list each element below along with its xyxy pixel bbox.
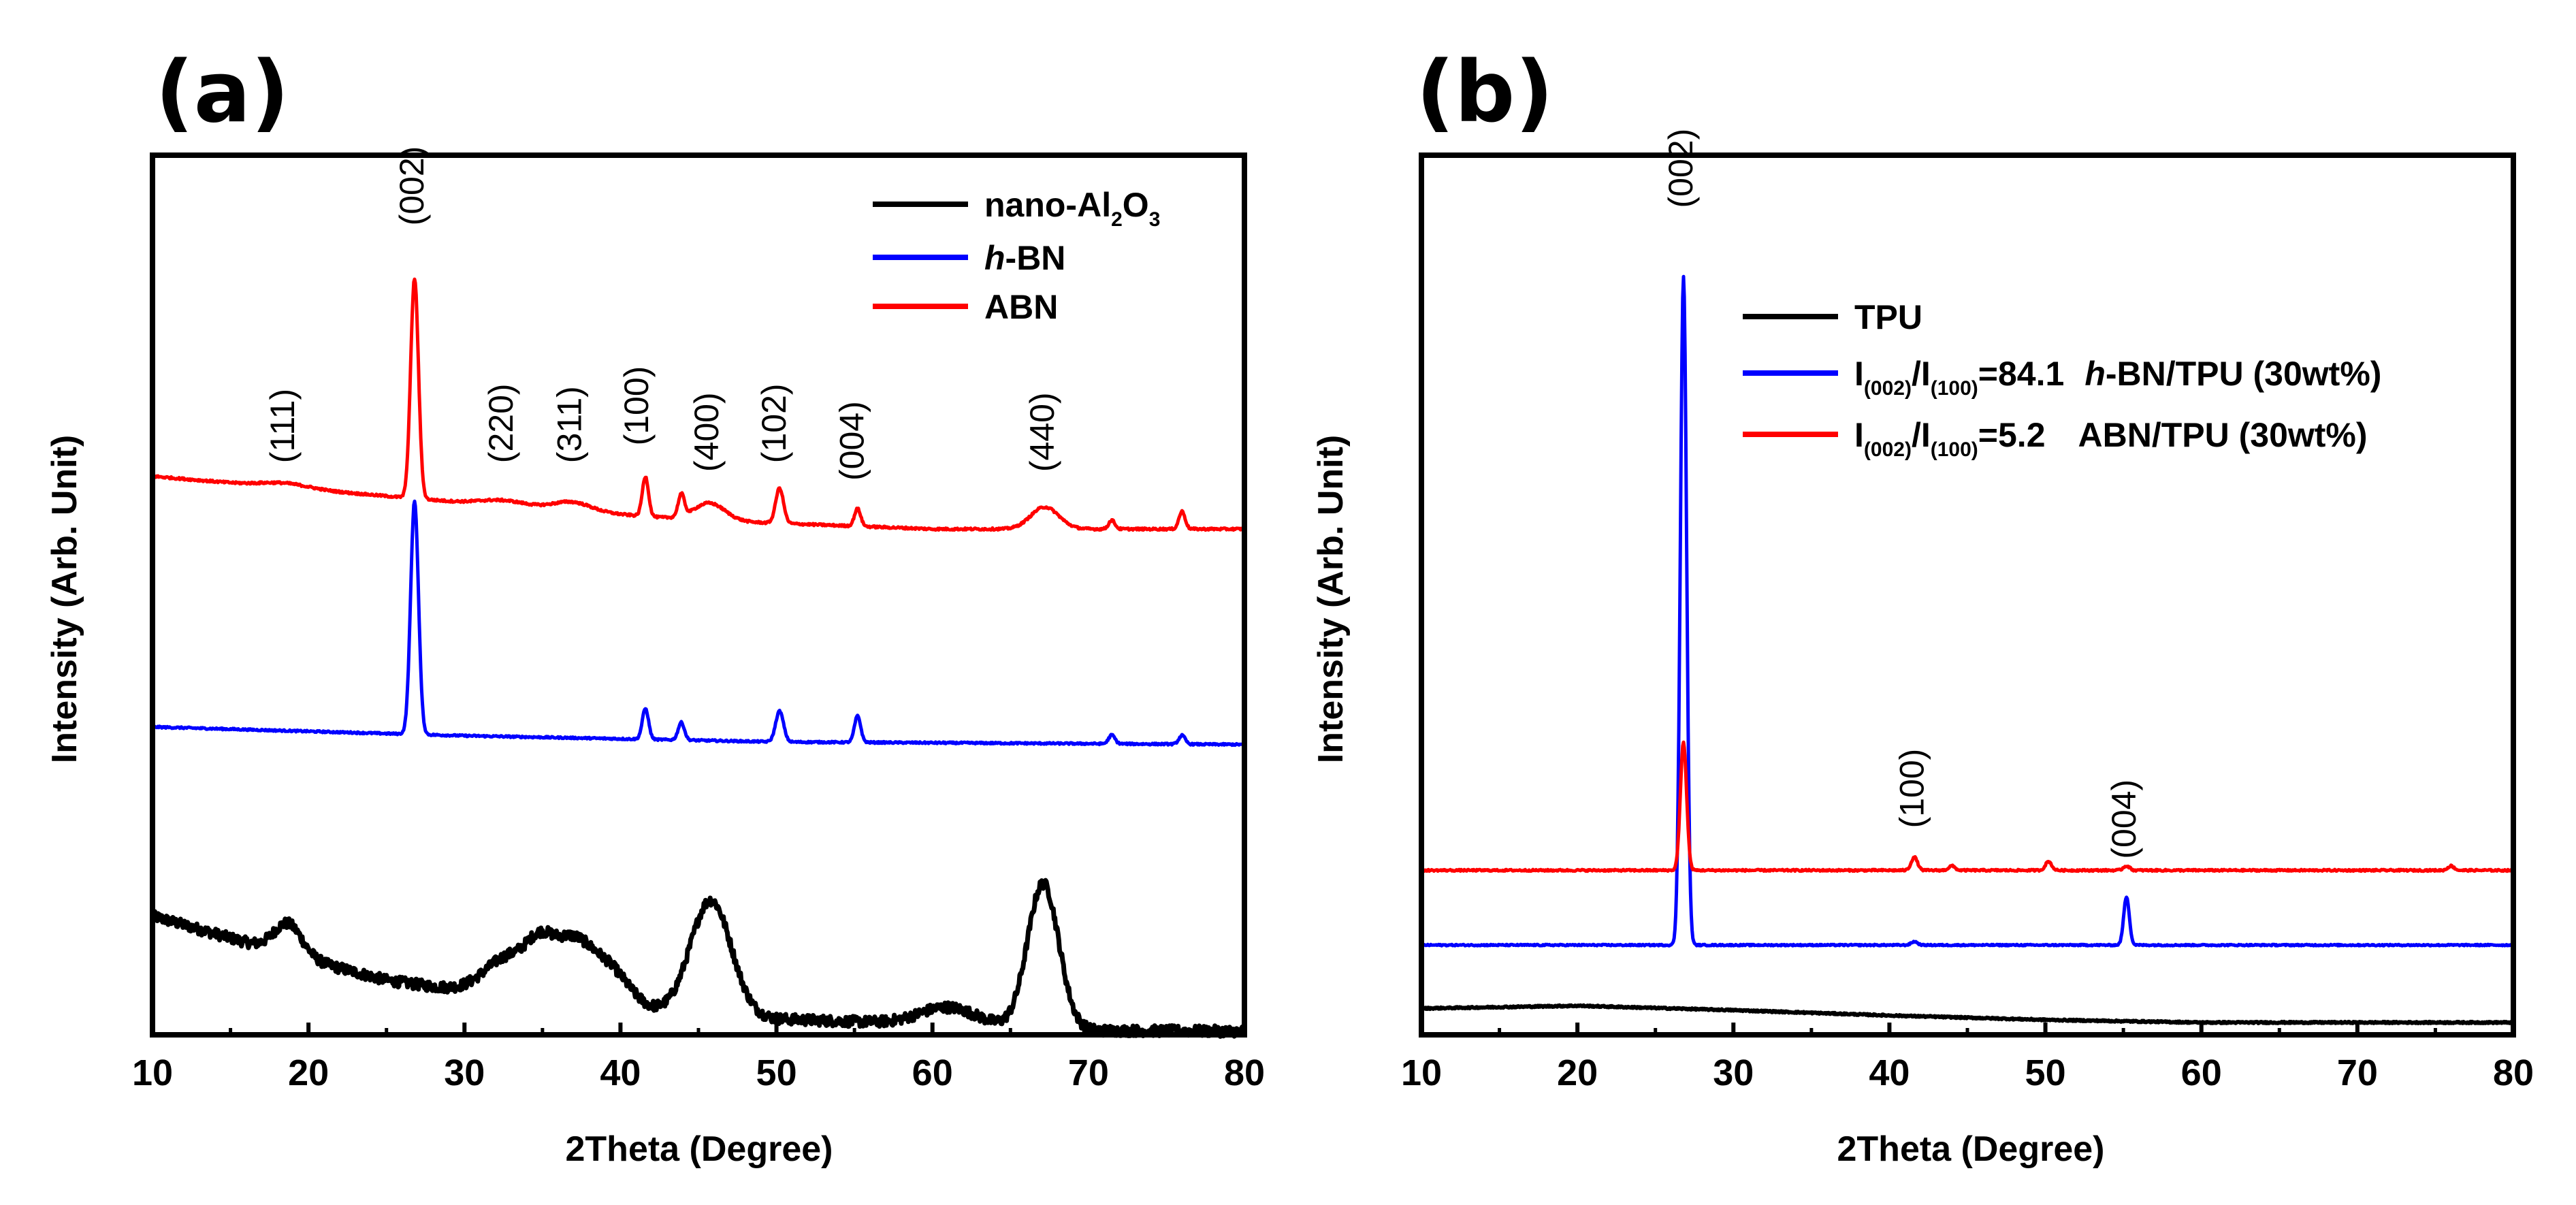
panel-b-series: [1419, 274, 2515, 1025]
panel-b-annotations: (002) (100) (004): [1662, 129, 2143, 859]
peak-label: (002): [393, 146, 431, 226]
peak-label: (440): [1023, 392, 1061, 472]
peak-label: (004): [833, 401, 871, 481]
legend-label-abn-tpu: I(002)/I(100)=5.2 ABN/TPU (30wt%): [1854, 416, 2368, 461]
x-tick-label: 70: [2337, 1053, 2378, 1093]
x-tick-label: 50: [2025, 1053, 2066, 1093]
panel-a: (a) Intensity (Arb. Unit) 2Theta (Degree…: [45, 44, 1265, 1169]
x-tick-label: 20: [288, 1053, 329, 1093]
x-tick-label: 10: [132, 1053, 173, 1093]
peak-label: (004): [2105, 780, 2143, 859]
series-line-hbn_tpu: [1420, 274, 2515, 948]
x-tick-label: 30: [1713, 1053, 1754, 1093]
panel-b-frame: [1419, 152, 2516, 1038]
series-line-nano: [150, 878, 1246, 1039]
panel-a-ticks: 10 20 30 40 50 60 70 80: [132, 1023, 1265, 1093]
peak-label: (102): [755, 383, 793, 463]
x-tick-label: 80: [1224, 1053, 1265, 1093]
x-tick-label: 10: [1401, 1053, 1442, 1093]
x-tick-label: 60: [912, 1053, 953, 1093]
panel-a-legend: nano-Al2O3 h-BN ABN: [873, 186, 1160, 326]
panel-b-letter: (b): [1416, 44, 1553, 142]
x-tick-label: 40: [1869, 1053, 1910, 1093]
panel-a-ylabel: Intensity (Arb. Unit): [45, 435, 84, 763]
legend-label-nano: nano-Al2O3: [984, 186, 1160, 231]
panel-a-series: [150, 277, 1246, 1039]
series-line-abn: [151, 277, 1246, 532]
panel-b-legend: TPU I(002)/I(100)=84.1 h-BN/TPU (30wt%) I…: [1743, 298, 2381, 461]
peak-label: (100): [617, 366, 656, 446]
legend-label-tpu: TPU: [1854, 298, 1922, 336]
panel-a-xlabel: 2Theta (Degree): [566, 1129, 833, 1169]
peak-label: (220): [482, 383, 520, 463]
x-tick-label: 20: [1557, 1053, 1598, 1093]
peak-label: (111): [263, 389, 302, 463]
peak-label: (100): [1893, 749, 1931, 829]
legend-label-abn: ABN: [984, 288, 1058, 326]
x-tick-label: 40: [600, 1053, 641, 1093]
panel-a-annotations: (111) (002) (220) (311) (100) (400) (102) (004)…: [263, 146, 1061, 481]
series-line-tpu: [1419, 1003, 2515, 1025]
peak-label: (400): [688, 392, 726, 472]
series-line-hbn: [151, 499, 1246, 748]
panel-b-ylabel: Intensity (Arb. Unit): [1311, 435, 1351, 763]
x-tick-label: 30: [444, 1053, 485, 1093]
series-line-abn_tpu: [1419, 740, 2515, 873]
x-tick-label: 80: [2493, 1053, 2534, 1093]
legend-label-hbn: h-BN: [984, 239, 1065, 277]
legend-label-hbn-tpu: I(002)/I(100)=84.1 h-BN/TPU (30wt%): [1854, 355, 2381, 400]
x-tick-label: 60: [2181, 1053, 2222, 1093]
x-tick-label: 70: [1068, 1053, 1109, 1093]
panel-b: (b) Intensity (Arb. Unit) 2Theta (Degree…: [1311, 44, 2534, 1169]
peak-label: (002): [1662, 129, 1700, 208]
panel-a-letter: (a): [155, 44, 289, 142]
x-tick-label: 50: [756, 1053, 797, 1093]
peak-label: (311): [551, 386, 589, 463]
panel-b-xlabel: 2Theta (Degree): [1837, 1129, 2105, 1169]
panel-a-frame: [150, 152, 1247, 1038]
